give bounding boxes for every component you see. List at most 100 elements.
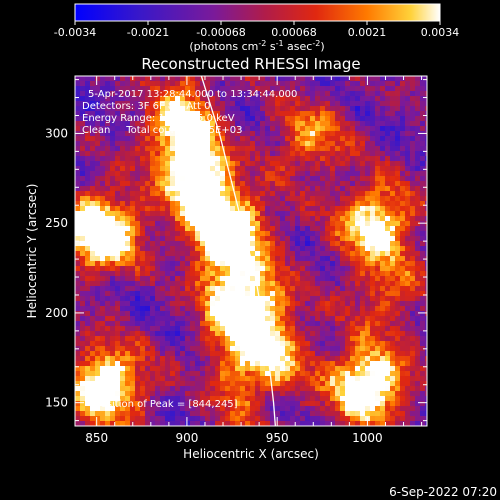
heatmap-cell [200, 241, 206, 247]
heatmap-cell [360, 286, 366, 292]
heatmap-cell [260, 156, 266, 162]
heatmap-cell [165, 301, 171, 307]
heatmap-cell [205, 211, 211, 217]
heatmap-cell [340, 241, 346, 247]
heatmap-cell [405, 271, 411, 277]
heatmap-cell [130, 281, 136, 287]
heatmap-cell [365, 246, 371, 252]
heatmap-cell [120, 136, 126, 142]
heatmap-cell [80, 366, 86, 372]
heatmap-cell [170, 106, 176, 112]
heatmap-cell [200, 386, 206, 392]
heatmap-cell [140, 361, 146, 367]
heatmap-cell [150, 376, 156, 382]
heatmap-cell [250, 156, 256, 162]
heatmap-cell [160, 81, 166, 87]
heatmap-cell [200, 296, 206, 302]
heatmap-cell [260, 356, 266, 362]
heatmap-cell [370, 181, 376, 187]
heatmap-cell [85, 266, 91, 272]
heatmap-cell [340, 266, 346, 272]
heatmap-cell [185, 271, 191, 277]
heatmap-cell [255, 391, 261, 397]
heatmap-cell [305, 191, 311, 197]
heatmap-cell [240, 126, 246, 132]
heatmap-cell [375, 136, 381, 142]
heatmap-cell [100, 156, 106, 162]
heatmap-cell [150, 336, 156, 342]
heatmap-cell [95, 386, 101, 392]
heatmap-cell [180, 166, 186, 172]
heatmap-cell [165, 86, 171, 92]
heatmap-cell [405, 256, 411, 262]
heatmap-cell [245, 401, 251, 407]
heatmap-cell [425, 401, 427, 407]
heatmap-cell [210, 156, 216, 162]
heatmap-cell [255, 81, 261, 87]
heatmap-cell [200, 136, 206, 142]
heatmap-cell [300, 281, 306, 287]
heatmap-cell [345, 111, 351, 117]
heatmap-cell [230, 196, 236, 202]
heatmap-cell [115, 76, 121, 82]
heatmap-cell [380, 231, 386, 237]
heatmap-cell [385, 281, 391, 287]
heatmap-cell [370, 106, 376, 112]
heatmap-cell [185, 256, 191, 262]
heatmap-cell [215, 141, 221, 147]
heatmap-cell [235, 331, 241, 337]
heatmap-cell [215, 216, 221, 222]
heatmap-cell [140, 306, 146, 312]
heatmap-cell [125, 316, 131, 322]
heatmap-cell [140, 196, 146, 202]
heatmap-cell [400, 366, 406, 372]
heatmap-cell [330, 416, 336, 422]
heatmap-cell [125, 111, 131, 117]
heatmap-cell [340, 166, 346, 172]
heatmap-cell [165, 206, 171, 212]
heatmap-cell [335, 146, 341, 152]
heatmap-cell [345, 161, 351, 167]
heatmap-cell [345, 281, 351, 287]
heatmap-cell [95, 251, 101, 257]
heatmap-cell [165, 296, 171, 302]
heatmap-cell [360, 346, 366, 352]
heatmap-cell [330, 411, 336, 417]
heatmap-cell [400, 211, 406, 217]
heatmap-cell [390, 326, 396, 332]
heatmap-cell [390, 241, 396, 247]
heatmap-cell [210, 376, 216, 382]
heatmap-cell [140, 166, 146, 172]
heatmap-cell [175, 191, 181, 197]
heatmap-cell [205, 271, 211, 277]
heatmap-cell [180, 291, 186, 297]
heatmap-cell [290, 156, 296, 162]
heatmap-cell [390, 311, 396, 317]
heatmap-cell [100, 256, 106, 262]
heatmap-cell [180, 351, 186, 357]
heatmap-cell [120, 326, 126, 332]
heatmap-cell [360, 116, 366, 122]
heatmap-cell [415, 371, 421, 377]
heatmap-cell [350, 126, 356, 132]
heatmap-cell [285, 136, 291, 142]
heatmap-cell [195, 196, 201, 202]
heatmap-cell [335, 381, 341, 387]
heatmap-cell [365, 181, 371, 187]
heatmap-cell [100, 376, 106, 382]
heatmap-cell [360, 411, 366, 417]
heatmap-cell [265, 196, 271, 202]
heatmap-cell [90, 221, 96, 227]
heatmap-cell [295, 201, 301, 207]
heatmap-cell [350, 281, 356, 287]
heatmap-cell [330, 221, 336, 227]
heatmap-cell [180, 116, 186, 122]
heatmap-cell [400, 196, 406, 202]
heatmap-cell [215, 161, 221, 167]
heatmap-cell [145, 141, 151, 147]
heatmap-cell [165, 211, 171, 217]
heatmap-cell [190, 146, 196, 152]
heatmap-cell [235, 176, 241, 182]
heatmap-cell [150, 216, 156, 222]
heatmap-cell [95, 346, 101, 352]
